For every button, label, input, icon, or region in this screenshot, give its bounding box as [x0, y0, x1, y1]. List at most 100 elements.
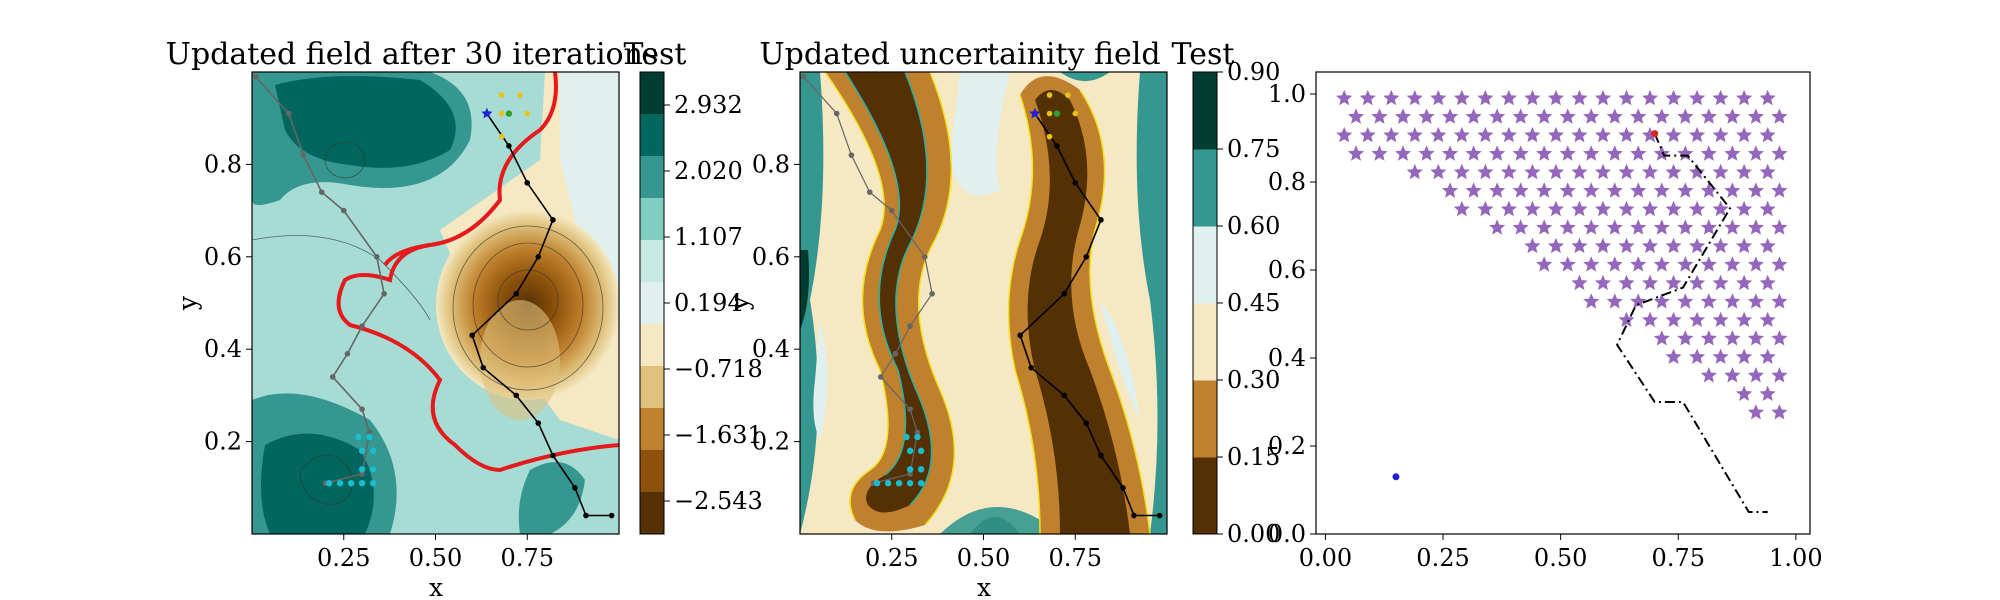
candidate-star [1477, 163, 1494, 180]
candidate-star [1371, 108, 1388, 124]
colorbar-segment [1193, 226, 1217, 304]
sampled-path-previous-vertex [373, 253, 380, 260]
sampled-path-previous-vertex [888, 207, 895, 214]
candidate-star [1653, 182, 1670, 198]
sampled-path-current-vertex [513, 392, 520, 399]
colorbar-tick-label: 1.107 [674, 223, 743, 251]
candidate-star [1594, 163, 1612, 180]
sampled-path-current-vertex [1120, 485, 1126, 491]
candidate-star [1383, 126, 1400, 143]
candidate-star [1689, 163, 1706, 180]
x-tick-label: 0.25 [865, 544, 918, 572]
candidate-star [1771, 330, 1788, 346]
uncertainty-title: Updated uncertainity field [759, 37, 1160, 72]
red-start-point [1651, 130, 1659, 138]
candidate-star [1606, 182, 1623, 198]
candidate-star [1453, 89, 1470, 106]
sampled-path-previous-vertex [877, 374, 884, 380]
colorbar-segment [640, 492, 664, 535]
candidate-star [1747, 182, 1764, 198]
candidate-star [1618, 200, 1635, 217]
uncertainty-x-axis-label: x [977, 573, 991, 600]
candidate-star [1653, 293, 1670, 309]
candidate-star [1606, 256, 1623, 272]
candidate-star [1677, 108, 1694, 124]
candidate-star [1512, 219, 1529, 235]
colorbar-tick-label: 0.60 [1227, 212, 1280, 240]
candidate-star [1453, 126, 1470, 143]
candidate-star [1406, 163, 1423, 180]
candidate-star [1442, 145, 1459, 161]
candidate-star [1653, 330, 1670, 346]
candidate-star [1383, 89, 1400, 106]
candidate-star [1700, 108, 1717, 124]
candidate-star [1642, 89, 1659, 106]
candidate-star [1759, 385, 1776, 401]
candidate-star [1712, 348, 1729, 364]
candidate-star [1665, 200, 1682, 217]
candidate-star [1712, 163, 1729, 180]
gold-sample-point [1046, 92, 1053, 98]
cyan-sample-point [906, 447, 914, 455]
candidate-star [1630, 293, 1647, 309]
candidate-star [1700, 293, 1717, 309]
candidate-star [1747, 108, 1764, 124]
colorbar-tick-label: 0.75 [1227, 135, 1280, 163]
colorbar-tick-label: 2.020 [674, 157, 743, 185]
sampled-path-current-vertex [550, 217, 556, 223]
uncertainty-contour-area [800, 72, 1167, 534]
candidate-star [1630, 145, 1647, 161]
candidate-star [1771, 108, 1788, 124]
candidate-star [1536, 108, 1553, 124]
candidate-star [1642, 200, 1659, 217]
colorbar-segment [640, 366, 664, 409]
candidate-star [1406, 126, 1423, 143]
candidate-star [1747, 219, 1764, 235]
candidate-star [1736, 200, 1753, 217]
candidate-star [1642, 274, 1659, 291]
colorbar-segment [640, 324, 664, 367]
candidate-star [1336, 89, 1353, 106]
candidate-star [1771, 367, 1788, 383]
cyan-sample-point [347, 479, 355, 487]
candidate-star [1653, 256, 1670, 272]
candidate-star [1500, 126, 1517, 143]
colorbar-tick-label: 2.932 [674, 91, 743, 119]
colorbar-segment [640, 72, 664, 115]
field-panel: Updated field after 30 iterations x y 0.… [166, 37, 763, 600]
candidate-star [1677, 219, 1694, 235]
sampled-path-previous-vertex [907, 323, 913, 329]
y-tick-label: 0.8 [752, 150, 790, 178]
candidate-star [1759, 126, 1776, 143]
candidate-star [1489, 108, 1506, 124]
candidate-star [1347, 145, 1365, 161]
candidate-star [1736, 89, 1753, 106]
candidate-star [1524, 237, 1541, 254]
sampled-path-previous-vertex [300, 152, 307, 158]
candidate-star [1583, 219, 1600, 235]
candidate-star [1736, 385, 1753, 401]
candidate-star [1406, 89, 1423, 106]
candidate-star [1489, 219, 1506, 235]
candidate-star [1500, 89, 1517, 106]
green-sample-point [505, 110, 513, 117]
y-tick-label: 0.6 [752, 243, 790, 271]
candidate-star [1571, 163, 1588, 180]
candidate-star [1418, 108, 1435, 124]
sampled-path-current-vertex [1028, 364, 1035, 371]
cyan-sample-point [884, 479, 892, 487]
candidate-star [1724, 256, 1741, 272]
candidate-star [1547, 237, 1564, 254]
sampled-path-current-vertex [1131, 512, 1137, 519]
sampled-path-current-vertex [535, 420, 542, 426]
candidate-star [1453, 163, 1470, 180]
sampled-path-current-vertex [1083, 253, 1090, 260]
candidate-star [1594, 89, 1612, 106]
candidate-star [1724, 367, 1741, 383]
candidate-star [1536, 219, 1553, 235]
candidate-star [1547, 163, 1564, 180]
gold-sample-point [1072, 110, 1079, 117]
candidate-star [1724, 293, 1741, 309]
gold-sample-point [498, 92, 505, 98]
cyan-sample-point [914, 433, 921, 441]
